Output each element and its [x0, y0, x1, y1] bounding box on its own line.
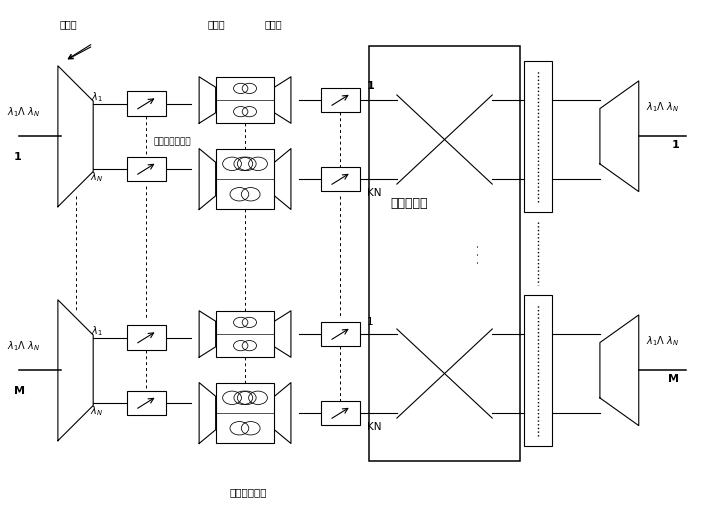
Text: $\lambda_N$: $\lambda_N$ — [90, 404, 104, 418]
Bar — [321, 322, 359, 346]
Text: 光开关矩阵: 光开关矩阵 — [391, 197, 428, 210]
Bar — [321, 401, 359, 425]
Text: KN: KN — [367, 421, 381, 431]
Text: M: M — [14, 386, 25, 395]
Text: ：光纤延时线: ：光纤延时线 — [230, 486, 267, 496]
Bar — [321, 89, 359, 113]
Text: 分波器: 分波器 — [208, 19, 225, 29]
Text: $\lambda_1 \Lambda\ \lambda_N$: $\lambda_1 \Lambda\ \lambda_N$ — [646, 333, 679, 347]
Text: 可调波长变换器: 可调波长变换器 — [153, 137, 191, 146]
Bar — [369, 46, 520, 461]
Bar — [524, 62, 552, 212]
Text: $\lambda_1 \Lambda\ \lambda_N$: $\lambda_1 \Lambda\ \lambda_N$ — [646, 100, 679, 114]
Text: $\lambda_1 \Lambda\ \lambda_N$: $\lambda_1 \Lambda\ \lambda_N$ — [7, 338, 40, 352]
Bar — [524, 295, 552, 446]
Bar — [127, 92, 166, 116]
Bar — [127, 326, 166, 350]
Text: 1: 1 — [367, 81, 374, 91]
Bar — [127, 391, 166, 415]
Bar — [127, 158, 166, 182]
Text: 分波器: 分波器 — [60, 19, 77, 29]
Text: 合波器: 合波器 — [264, 19, 282, 29]
Text: $\lambda_N$: $\lambda_N$ — [90, 170, 104, 184]
Text: M: M — [669, 373, 679, 383]
Text: $\lambda_1$: $\lambda_1$ — [91, 90, 103, 104]
Text: · · ·: · · · — [474, 244, 486, 264]
Text: 1: 1 — [14, 152, 22, 162]
Bar — [321, 168, 359, 192]
Bar — [216, 311, 274, 358]
Text: $\lambda_1 \Lambda\ \lambda_N$: $\lambda_1 \Lambda\ \lambda_N$ — [7, 105, 40, 119]
Bar — [216, 78, 274, 124]
Bar — [216, 149, 274, 210]
Text: 1: 1 — [671, 139, 679, 149]
Bar — [216, 383, 274, 443]
Text: $\lambda_1$: $\lambda_1$ — [91, 324, 103, 337]
Text: KN: KN — [367, 187, 381, 197]
Text: 1: 1 — [367, 317, 374, 327]
